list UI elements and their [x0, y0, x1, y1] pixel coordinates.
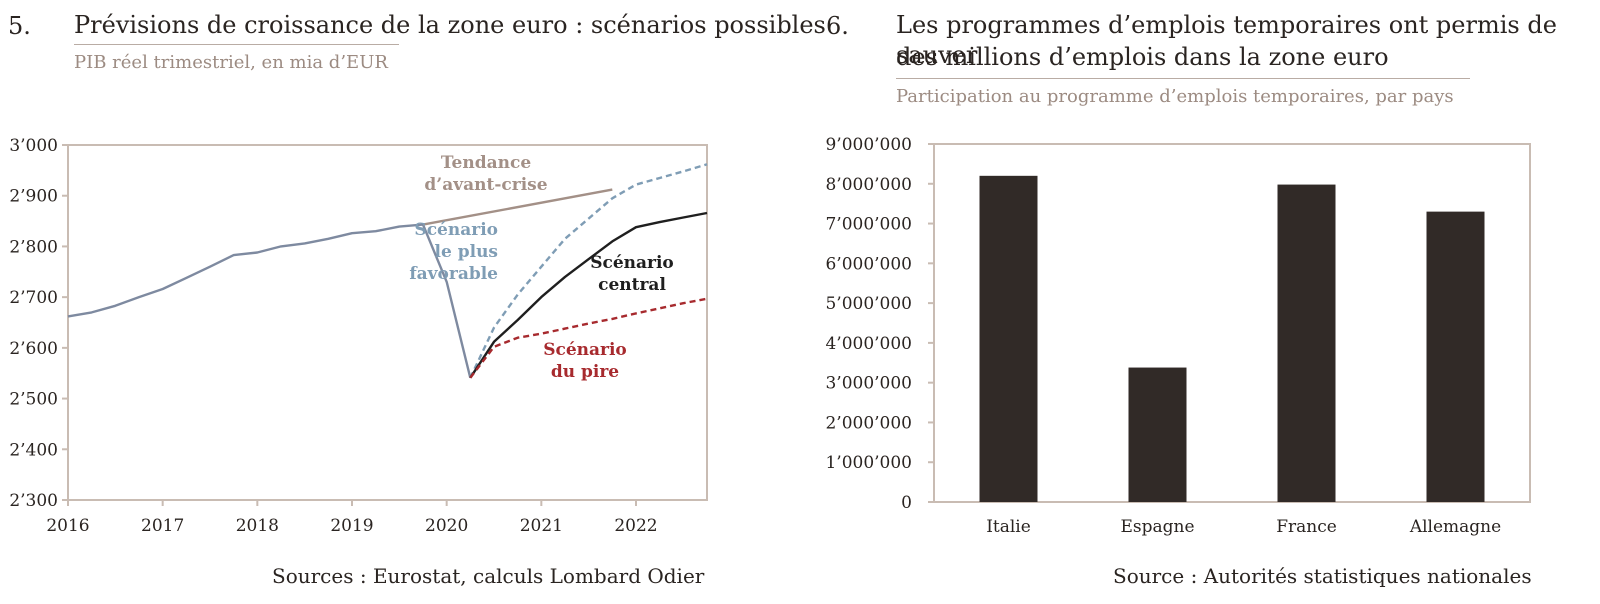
chart6-number: 6.: [826, 12, 849, 40]
chart5-number: 5.: [8, 12, 31, 40]
chart5-series-historical: [67, 223, 472, 379]
chart5-series-central: [469, 211, 708, 379]
chart5-y-tick-label: 2’500: [9, 390, 58, 410]
chart6-y-tick-label: 6’000’000: [825, 254, 912, 274]
chart6-y-tick-label: 9’000’000: [825, 135, 912, 155]
chart5-annotation-best: favorable: [409, 264, 498, 284]
chart5-y-tick-label: 2’800: [9, 237, 58, 257]
chart5-series-best: [469, 163, 708, 379]
chart6-x-tick-label: Allemagne: [1409, 517, 1501, 537]
chart6-y-tick-label: 3’000’000: [825, 374, 912, 394]
chart6-x-tick-label: France: [1276, 517, 1337, 537]
chart6-plot-frame: [933, 143, 1531, 503]
chart5-x-tick-label: 2022: [614, 516, 657, 536]
chart6-bar-france: [1277, 184, 1336, 502]
chart5-annotation-worst: Scénario: [543, 340, 627, 360]
chart5-x-tick-label: 2021: [520, 516, 563, 536]
chart5-title: Prévisions de croissance de la zone euro…: [74, 11, 826, 39]
chart5-series-worst: [469, 297, 708, 379]
chart5-x-tick-label: 2019: [330, 516, 373, 536]
chart6-y-tick-label: 4’000’000: [825, 334, 912, 354]
chart6-x-tick-label: Espagne: [1120, 517, 1194, 537]
chart5-y-tick-label: 2’700: [9, 288, 58, 308]
chart6-y-tick-label: 5’000’000: [825, 294, 912, 314]
chart5-y-tick-label: 2’300: [9, 491, 58, 511]
chart5-annotation-best: le plus: [435, 242, 498, 262]
chart5-x-tick-label: 2018: [236, 516, 279, 536]
chart5-annotation-best: Scénario: [414, 220, 498, 240]
chart5-y-tick-label: 2’600: [9, 339, 58, 359]
chart5-y-tick-label: 2’400: [9, 440, 58, 460]
chart5-source: Sources : Eurostat, calculs Lombard Odie…: [272, 564, 705, 588]
chart6-subtitle: Participation au programme d’emplois tem…: [896, 86, 1454, 107]
chart6-bar-allemagne: [1426, 211, 1485, 502]
chart6-bar-espagne: [1128, 367, 1187, 502]
chart5-annotation-central: central: [598, 275, 666, 295]
chart5-x-tick-label: 2017: [141, 516, 184, 536]
chart6-y-tick-label: 8’000’000: [825, 175, 912, 195]
chart6-y-tick-label: 1’000’000: [825, 453, 912, 473]
chart5-subtitle: PIB réel trimestriel, en mia d’EUR: [74, 52, 388, 73]
chart5-x-tick-label: 2016: [46, 516, 89, 536]
chart5-plot-frame: [67, 144, 708, 501]
chart6-source: Source : Autorités statistiques national…: [1113, 564, 1532, 588]
chart6-title-line2: des millions d’emplois dans la zone euro: [896, 43, 1389, 71]
chart5-x-tick-label: 2020: [425, 516, 468, 536]
chart5-y-tick-label: 2’900: [9, 187, 58, 207]
chart6-y-tick-label: 7’000’000: [825, 215, 912, 235]
chart5-annotation-central: Scénario: [590, 253, 674, 273]
chart6-title-rule: [896, 78, 1470, 79]
chart5-title-rule: [74, 44, 399, 45]
chart5-annotation-pre_crisis: d’avant-crise: [424, 175, 547, 195]
chart5-annotation-pre_crisis: Tendance: [441, 153, 531, 173]
chart6-title-line1: Les programmes d’emplois temporaires ont…: [896, 11, 1557, 69]
chart5-series-pre_crisis: [422, 188, 613, 226]
chart6-bar-italie: [979, 175, 1038, 503]
chart6-y-tick-label: 2’000’000: [825, 413, 912, 433]
chart6-x-tick-label: Italie: [986, 517, 1031, 537]
chart6-y-tick-label: 0: [901, 493, 912, 513]
chart5-annotation-worst: du pire: [551, 362, 619, 382]
chart5-y-tick-label: 3’000: [9, 136, 58, 156]
